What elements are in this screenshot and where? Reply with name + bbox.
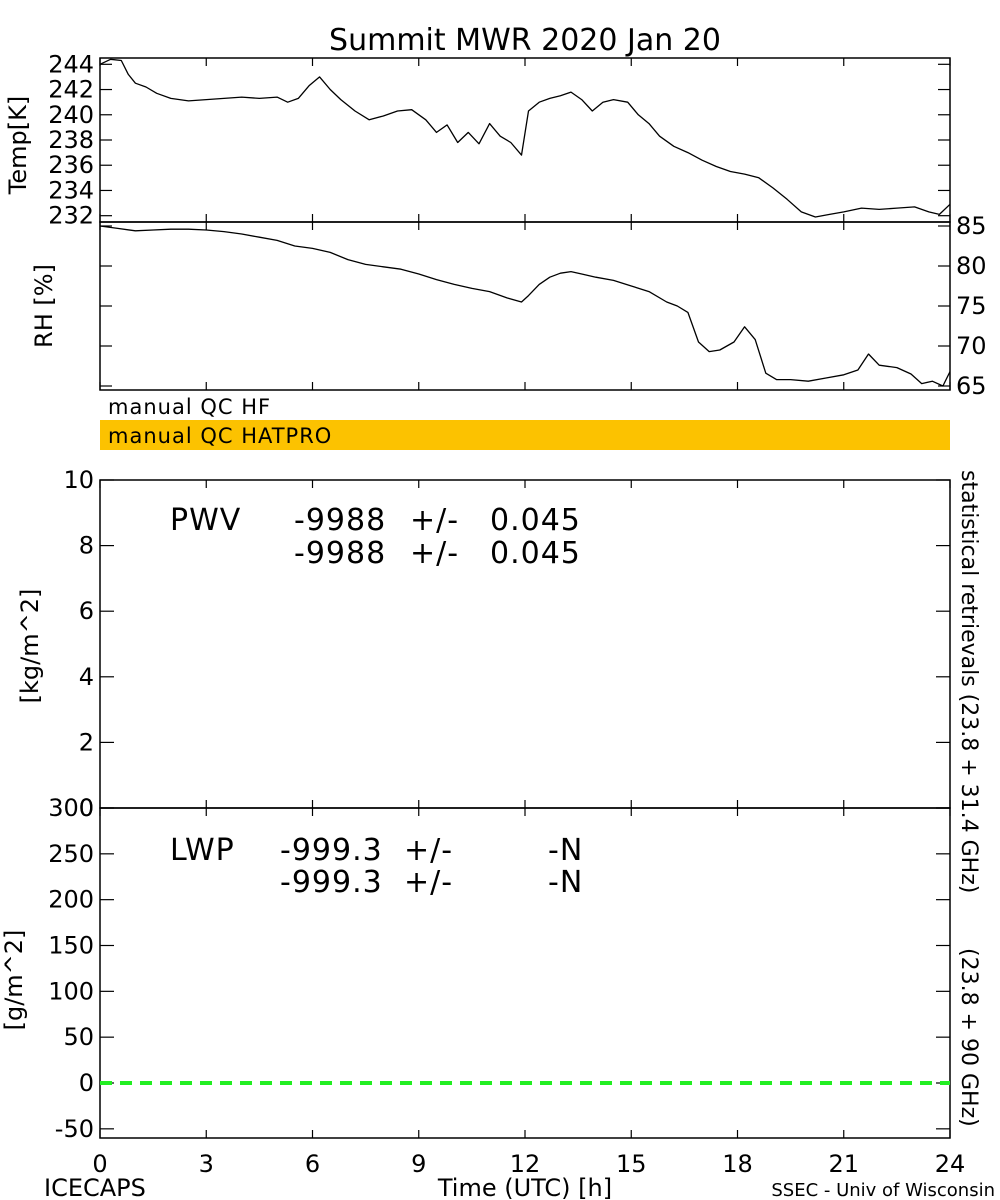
lwp-value-black: -999.3 bbox=[280, 833, 383, 868]
y-tick-label-temperature: 232 bbox=[48, 202, 94, 230]
rh-axis-label: RH [%] bbox=[30, 264, 58, 348]
x-tick-label: 6 bbox=[305, 1150, 320, 1178]
y-tick-label-lwp: 50 bbox=[63, 1023, 94, 1051]
chart-title: Summit MWR 2020 Jan 20 bbox=[329, 23, 721, 58]
y-tick-label-lwp: 300 bbox=[48, 794, 94, 822]
y-tick-label-relative-humidity: 65 bbox=[956, 372, 987, 400]
lwp-axis-label: [g/m^2] bbox=[0, 930, 28, 1031]
lwp-pm-black: +/- bbox=[404, 833, 453, 868]
qc-hatpro-label: manual QC HATPRO bbox=[108, 424, 332, 448]
y-tick-label-temperature: 236 bbox=[48, 151, 94, 179]
y-tick-label-lwp: 250 bbox=[48, 840, 94, 868]
x-tick-label: 18 bbox=[722, 1150, 753, 1178]
ticks-layer: 23223423623824024224465707580850246810-5… bbox=[48, 50, 986, 1178]
y-tick-label-lwp: -50 bbox=[55, 1115, 94, 1143]
y-tick-label-relative-humidity: 70 bbox=[956, 332, 987, 360]
series-layer bbox=[99, 58, 951, 1085]
side-label-red: (23.8 + 90 GHz) bbox=[956, 948, 981, 1127]
y-tick-label-temperature: 244 bbox=[48, 50, 94, 78]
x-axis-label: Time (UTC) [h] bbox=[437, 1174, 612, 1200]
y-tick-label-relative-humidity: 75 bbox=[956, 292, 987, 320]
temperature-line bbox=[99, 58, 951, 218]
y-tick-label-pwv: 4 bbox=[79, 663, 94, 691]
y-tick-label-pwv: 8 bbox=[79, 532, 94, 560]
temperature-axis-label: Temp[K] bbox=[4, 96, 32, 195]
qc-hatpro-bar bbox=[100, 420, 950, 450]
lwp-err-red: -N bbox=[548, 865, 583, 900]
y-tick-label-lwp: 150 bbox=[48, 932, 94, 960]
x-tick-label: 12 bbox=[510, 1150, 541, 1178]
footer-right: SSEC - Univ of Wisconsin bbox=[771, 1180, 995, 1200]
pwv-value-black: -9988 bbox=[294, 503, 386, 538]
y-tick-label-pwv: 6 bbox=[79, 597, 94, 625]
pwv-pm-black: +/- bbox=[410, 503, 459, 538]
pwv-value-red: -9988 bbox=[294, 536, 386, 571]
footer-left: ICECAPS bbox=[44, 1174, 146, 1200]
relative-humidity-line bbox=[99, 225, 951, 387]
x-tick-label: 9 bbox=[411, 1150, 426, 1178]
y-tick-label-lwp: 200 bbox=[48, 886, 94, 914]
pwv-err-red: 0.045 bbox=[490, 536, 581, 571]
rh-panel-frame bbox=[99, 221, 951, 391]
side-label-statistical: statistical retrievals (23.8 + 31.4 GHz) bbox=[956, 470, 981, 893]
pwv-err-black: 0.045 bbox=[490, 503, 581, 538]
lwp-label: LWP bbox=[170, 833, 235, 868]
x-tick-label: 3 bbox=[199, 1150, 214, 1178]
y-tick-label-relative-humidity: 80 bbox=[956, 252, 987, 280]
y-tick-label-temperature: 234 bbox=[48, 176, 94, 204]
x-tick-label: 0 bbox=[92, 1150, 107, 1178]
qc-hf-label: manual QC HF bbox=[108, 395, 271, 419]
lwp-pm-red: +/- bbox=[404, 865, 453, 900]
y-tick-label-temperature: 240 bbox=[48, 101, 94, 129]
x-tick-label: 24 bbox=[935, 1150, 966, 1178]
y-tick-label-pwv: 2 bbox=[79, 728, 94, 756]
y-tick-label-temperature: 242 bbox=[48, 76, 94, 104]
pwv-label: PWV bbox=[170, 503, 241, 538]
x-tick-label: 15 bbox=[616, 1150, 647, 1178]
x-tick-label: 21 bbox=[828, 1150, 859, 1178]
lwp-err-black: -N bbox=[548, 833, 583, 868]
y-tick-label-pwv: 0 bbox=[79, 794, 94, 822]
lwp-value-red: -999.3 bbox=[280, 865, 383, 900]
y-tick-label-lwp: 100 bbox=[48, 977, 94, 1005]
y-tick-label-temperature: 238 bbox=[48, 126, 94, 154]
y-tick-label-lwp: 0 bbox=[79, 1069, 94, 1097]
y-tick-label-pwv: 10 bbox=[63, 466, 94, 494]
pwv-pm-red: +/- bbox=[410, 536, 459, 571]
y-tick-label-relative-humidity: 85 bbox=[956, 212, 987, 240]
pwv-axis-label: [kg/m^2] bbox=[16, 589, 44, 704]
temperature-panel-frame bbox=[99, 57, 951, 223]
